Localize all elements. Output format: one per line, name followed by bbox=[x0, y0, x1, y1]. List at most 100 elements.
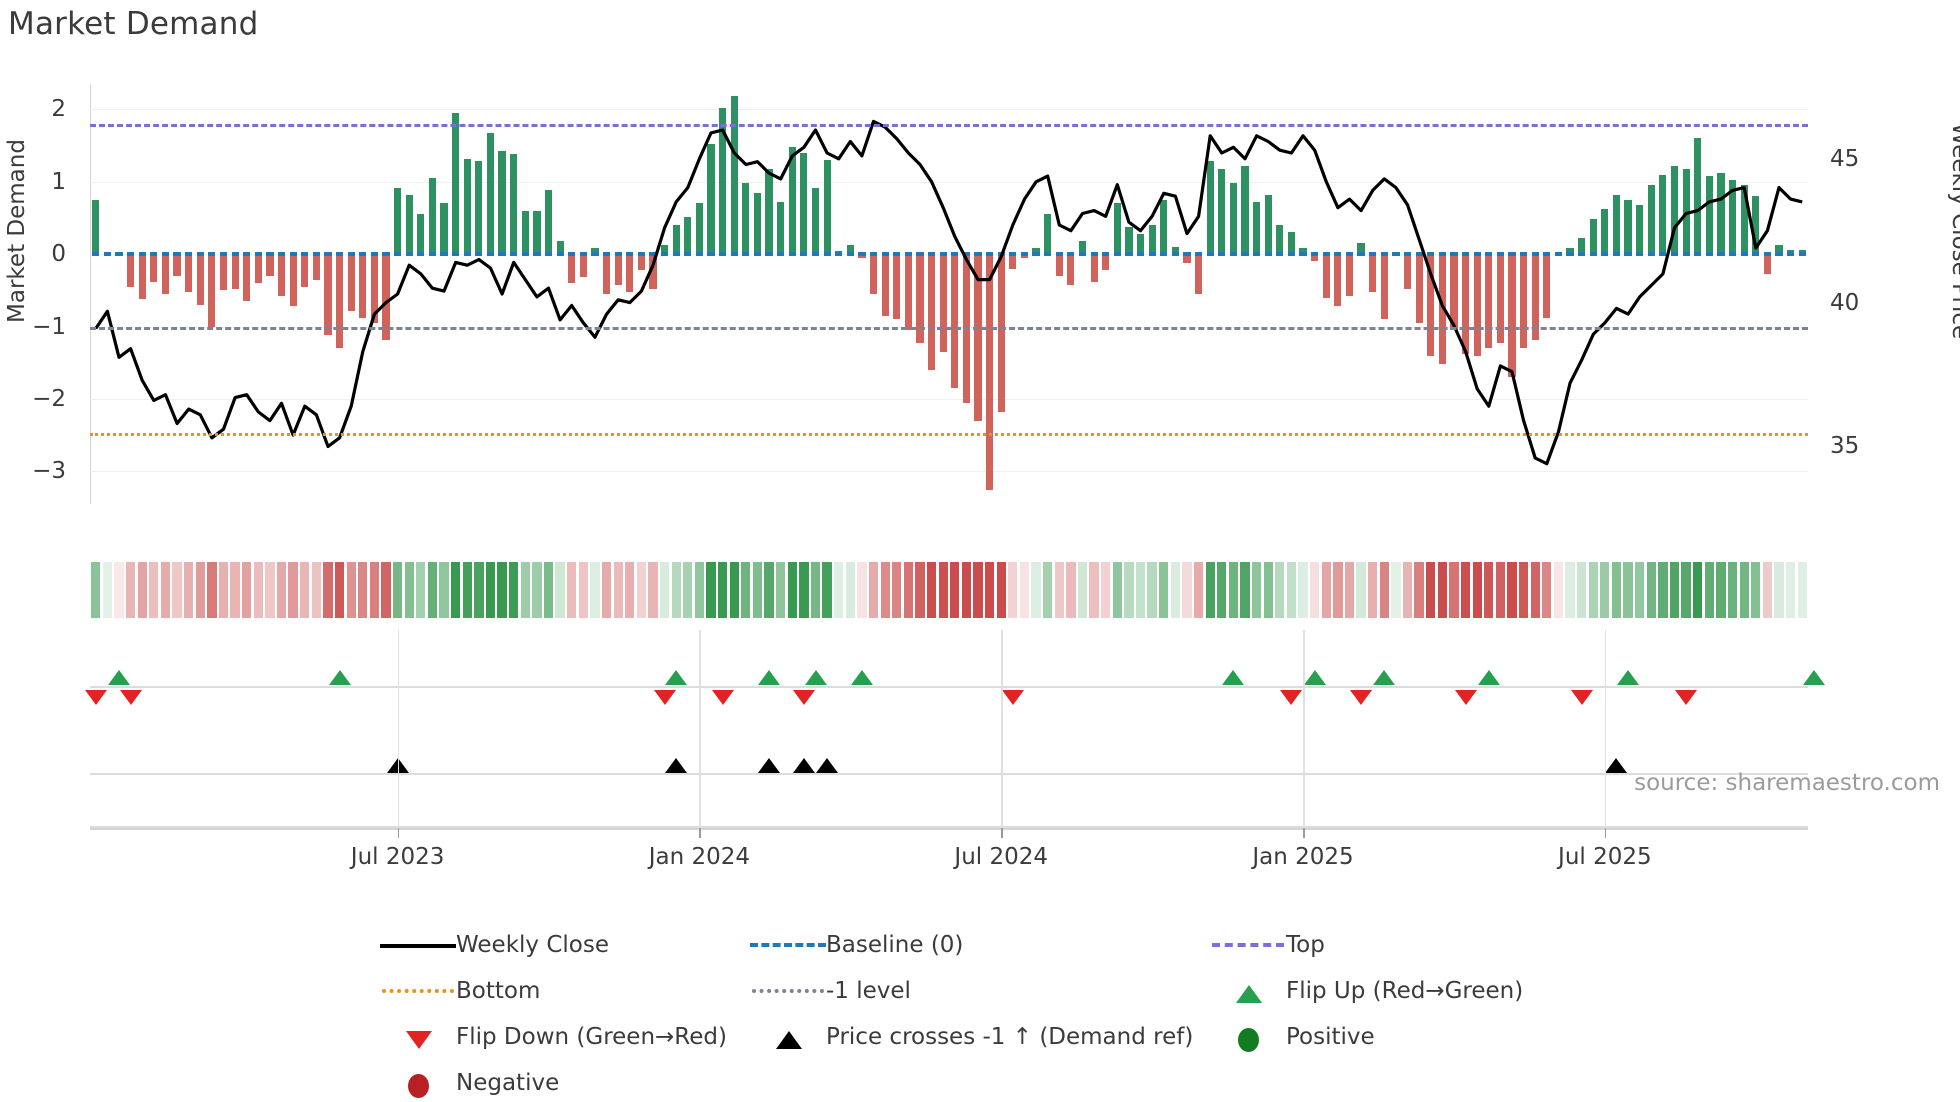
heat-cell bbox=[1402, 562, 1413, 618]
legend-item[interactable]: Negative bbox=[380, 1064, 750, 1102]
heat-cell bbox=[543, 562, 554, 618]
weekly-close-line bbox=[94, 119, 1803, 466]
heat-cell bbox=[613, 562, 623, 618]
heat-cell bbox=[683, 562, 693, 618]
baseline-segment bbox=[1694, 252, 1702, 257]
demand-bar bbox=[846, 245, 854, 255]
heat-cell bbox=[416, 562, 426, 618]
demand-bar bbox=[1287, 232, 1296, 255]
demand-bar bbox=[1044, 214, 1052, 255]
heat-cell bbox=[276, 562, 287, 618]
heat-cell bbox=[915, 562, 925, 618]
baseline-segment bbox=[974, 252, 982, 257]
heat-cell bbox=[497, 562, 507, 618]
demand-bar bbox=[1705, 175, 1713, 255]
legend-item[interactable]: Flip Up (Red→Green) bbox=[1210, 972, 1630, 1010]
legend-item-label: Flip Up (Red→Green) bbox=[1286, 978, 1524, 1004]
demand-bar bbox=[1148, 225, 1156, 255]
gridline bbox=[90, 399, 1808, 400]
baseline-segment bbox=[394, 252, 402, 257]
baseline-segment bbox=[486, 252, 495, 257]
demand-bar bbox=[196, 254, 204, 305]
demand-bar bbox=[730, 96, 738, 255]
heat-cell bbox=[392, 562, 403, 618]
legend-item[interactable]: Flip Down (Green→Red) bbox=[380, 1018, 750, 1056]
gridline bbox=[90, 181, 1808, 183]
baseline-segment bbox=[1520, 252, 1528, 257]
baseline-segment bbox=[475, 252, 483, 257]
heat-cell bbox=[1646, 562, 1656, 618]
demand-bar bbox=[1206, 161, 1214, 255]
heat-cell bbox=[532, 562, 542, 618]
x-axis-tick bbox=[699, 828, 701, 838]
heat-cell bbox=[659, 562, 670, 618]
solid-line-black-icon bbox=[380, 930, 456, 960]
circle-green-icon bbox=[1210, 1022, 1286, 1052]
baseline-segment bbox=[777, 252, 785, 257]
heat-cell bbox=[242, 562, 252, 618]
heat-cell bbox=[834, 562, 844, 618]
x-axis-tick bbox=[1303, 828, 1305, 838]
y-axis-left-title: Market Demand bbox=[4, 139, 30, 323]
heat-cell bbox=[752, 562, 763, 618]
heat-cell bbox=[776, 562, 786, 618]
demand-bar bbox=[1682, 168, 1690, 255]
legend-item[interactable]: Baseline (0) bbox=[750, 926, 1210, 964]
demand-bar bbox=[1241, 165, 1249, 255]
legend-item[interactable]: -1 level bbox=[750, 972, 1210, 1010]
flip-up-marker bbox=[1477, 670, 1500, 685]
baseline-segment bbox=[881, 252, 889, 257]
baseline-segment bbox=[1450, 252, 1458, 257]
legend-item[interactable]: Bottom bbox=[380, 972, 750, 1010]
baseline-segment bbox=[405, 252, 413, 257]
baseline-segment bbox=[1508, 252, 1516, 257]
baseline-segment bbox=[684, 252, 692, 257]
flip-up-marker bbox=[1802, 670, 1825, 685]
demand-bar bbox=[939, 254, 947, 352]
heat-cell bbox=[799, 562, 809, 618]
baseline-segment bbox=[1334, 252, 1342, 257]
triangle-down-red-icon bbox=[380, 1022, 456, 1052]
x-axis-tick-label: Jan 2025 bbox=[1252, 844, 1354, 870]
x-axis-tick-label: Jul 2023 bbox=[350, 844, 445, 870]
baseline-segment bbox=[858, 252, 866, 257]
demand-bar bbox=[904, 254, 912, 331]
x-axis-tick bbox=[397, 828, 400, 838]
heat-cell bbox=[787, 562, 797, 618]
flip-down-marker bbox=[792, 690, 815, 705]
legend-item[interactable]: Weekly Close bbox=[380, 926, 750, 964]
demand-bar bbox=[1496, 254, 1504, 343]
heat-cell bbox=[1368, 562, 1378, 618]
legend-item[interactable]: Top bbox=[1210, 926, 1630, 964]
flip-up-marker bbox=[1303, 670, 1326, 685]
demand-bar bbox=[684, 216, 692, 255]
y-axis-left-tick-label: −2 bbox=[32, 386, 66, 412]
demand-bar bbox=[498, 151, 506, 255]
demand-bar bbox=[289, 254, 297, 307]
demand-bar bbox=[347, 254, 355, 311]
demand-bar bbox=[1160, 199, 1168, 255]
baseline-segment bbox=[1485, 252, 1493, 257]
baseline-segment bbox=[765, 252, 773, 257]
legend-item[interactable]: Price crosses -1 ↑ (Demand ref) bbox=[750, 1018, 1210, 1056]
heat-cell bbox=[323, 562, 333, 618]
legend-item[interactable]: Positive bbox=[1210, 1018, 1630, 1056]
heat-cell bbox=[439, 562, 449, 618]
baseline-segment bbox=[649, 252, 657, 257]
demand-bar bbox=[626, 254, 634, 292]
baseline-segment bbox=[1566, 252, 1574, 257]
demand-bar bbox=[1369, 254, 1377, 292]
baseline-segment bbox=[927, 252, 936, 257]
heat-cell bbox=[1217, 562, 1227, 618]
baseline-segment bbox=[672, 252, 680, 257]
baseline-segment bbox=[568, 252, 576, 257]
demand-bar bbox=[1485, 254, 1493, 349]
baseline-segment bbox=[951, 252, 959, 257]
x-axis-line bbox=[90, 828, 1808, 830]
demand-bar bbox=[208, 254, 216, 327]
baseline-segment bbox=[127, 252, 135, 257]
heat-cell bbox=[253, 562, 263, 618]
heat-cell bbox=[601, 562, 612, 618]
heat-cell bbox=[950, 562, 960, 618]
demand-bar bbox=[301, 254, 309, 287]
